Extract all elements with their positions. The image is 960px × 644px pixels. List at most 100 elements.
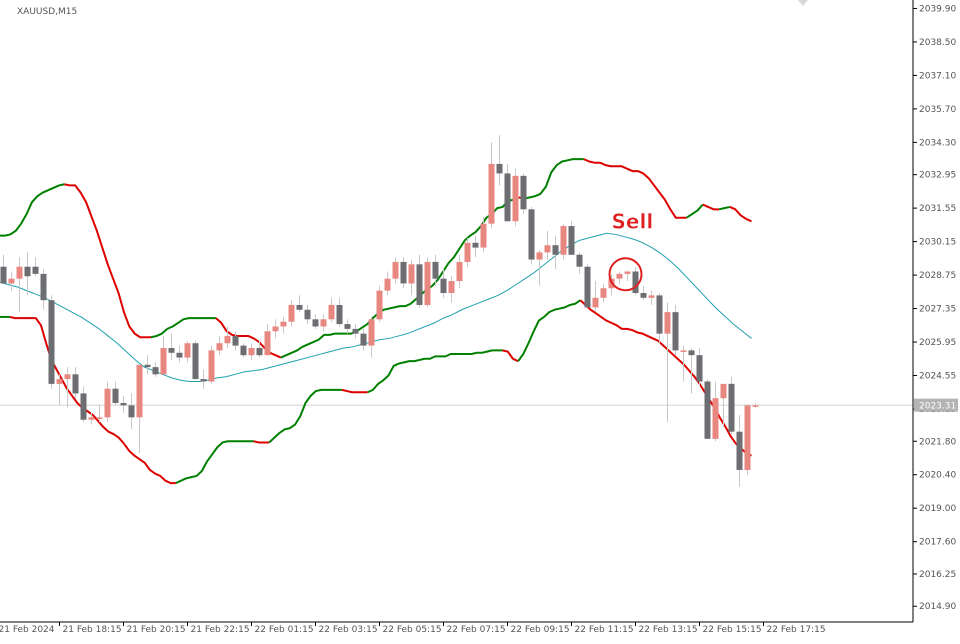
candle-body	[208, 350, 215, 382]
price-tick-label: 2034.30	[919, 138, 956, 148]
candle	[720, 383, 727, 427]
price-tick-label: 2035.70	[919, 105, 956, 115]
candle-body	[80, 393, 87, 420]
candle-body	[8, 278, 15, 284]
candle	[344, 319, 351, 334]
candle-body	[696, 355, 703, 382]
candle-body	[56, 379, 63, 384]
upper-band-segment	[583, 158, 687, 219]
candle-body	[368, 319, 375, 346]
time-axis-labels: 21 Feb 2024 21 Feb 18:15 21 Feb 20:15 21 Fe…	[0, 622, 826, 635]
candle	[32, 257, 39, 277]
candle	[536, 249, 543, 286]
candle	[128, 393, 135, 430]
time-tick-label: 22 Feb 13:15	[639, 625, 698, 635]
candle-body	[736, 431, 743, 470]
upper-band-segment	[150, 317, 216, 339]
candle	[64, 367, 71, 408]
axes	[0, 0, 914, 623]
candle-body	[392, 261, 399, 279]
candle	[168, 333, 175, 360]
lower-band-segment	[341, 388, 368, 394]
price-tick-label: 2038.50	[919, 38, 956, 48]
sell-label: Sell	[612, 209, 654, 233]
lower-band-segment	[253, 440, 270, 444]
candle	[560, 223, 567, 260]
candle-body	[656, 295, 663, 334]
price-tick-label: 2028.75	[919, 271, 956, 281]
candle	[672, 304, 679, 356]
sell-annotation: Sell	[608, 209, 654, 292]
candle	[272, 319, 279, 339]
candle	[192, 340, 199, 380]
upper-band-segment	[524, 158, 584, 200]
candle-body	[360, 333, 367, 346]
candle	[600, 283, 607, 303]
candle-body	[512, 175, 519, 222]
candle	[80, 386, 87, 423]
candle-body	[240, 345, 247, 356]
candle	[688, 348, 695, 394]
candle	[200, 369, 207, 389]
lower-band-segment	[579, 299, 752, 457]
candle-body	[624, 271, 631, 274]
candle	[432, 254, 439, 286]
candle	[240, 343, 247, 358]
candle	[568, 221, 575, 255]
candle-body	[24, 266, 31, 277]
candle	[576, 252, 583, 274]
candle-body	[416, 264, 423, 305]
price-tick-label: 2031.55	[919, 204, 956, 214]
candle-body	[704, 381, 711, 439]
candle	[440, 269, 447, 298]
upper-band-segment	[686, 203, 704, 219]
candle-body	[184, 343, 191, 358]
candle	[752, 403, 759, 408]
candle	[616, 271, 623, 284]
candle	[96, 405, 103, 423]
candle	[360, 328, 367, 351]
candle	[504, 163, 511, 222]
candle-body	[560, 226, 567, 255]
candle-body	[104, 388, 111, 418]
price-tick-label: 2027.35	[919, 305, 956, 315]
candle	[40, 269, 47, 310]
candle	[248, 343, 255, 360]
candle	[680, 345, 687, 382]
price-axis-labels: 2039.90 2038.50 2037.10 2035.70 2034.30 2032.…	[913, 4, 956, 612]
shift-marker-icon[interactable]	[798, 0, 808, 6]
candle-body	[544, 245, 551, 253]
time-tick-label: 21 Feb 18:15	[63, 625, 122, 635]
time-tick-label: 22 Feb 05:15	[383, 625, 442, 635]
candle	[48, 295, 55, 389]
candle	[216, 336, 223, 356]
candle	[376, 285, 383, 322]
current-price-tag: 2023.31	[914, 398, 958, 412]
candle	[488, 142, 495, 229]
candle-body	[16, 266, 23, 279]
candle	[736, 414, 743, 487]
candle	[448, 276, 455, 303]
candle-body	[128, 405, 135, 418]
candle	[336, 297, 343, 327]
candle	[640, 285, 647, 301]
candle	[656, 293, 663, 344]
candle-body	[288, 304, 295, 322]
bollinger-bands	[0, 158, 752, 485]
candle	[712, 381, 719, 442]
candle-body	[480, 223, 487, 248]
candle-body	[464, 242, 471, 262]
candle-body	[160, 348, 167, 375]
lower-band-segment	[502, 349, 519, 363]
candle	[0, 254, 7, 284]
candle-body	[576, 254, 583, 267]
time-tick-label: 22 Feb 03:15	[319, 625, 378, 635]
candle-body	[304, 309, 311, 320]
candle-body	[448, 281, 455, 294]
candle-body	[552, 245, 559, 255]
candle	[728, 376, 735, 435]
time-tick-label: 21 Feb 20:15	[127, 625, 186, 635]
candle	[256, 340, 263, 358]
